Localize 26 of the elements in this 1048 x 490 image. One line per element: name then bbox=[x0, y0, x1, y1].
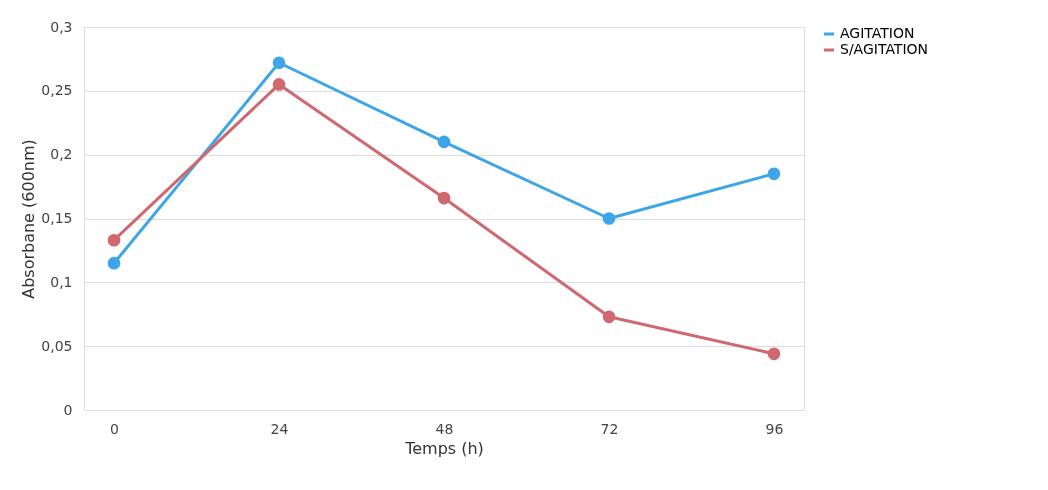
y-tick-label: 0 bbox=[63, 401, 73, 418]
legend-label: AGITATION bbox=[840, 25, 915, 41]
point bbox=[107, 233, 121, 247]
y-tick-label: 0,1 bbox=[50, 273, 73, 290]
x-tick-label: 0 bbox=[110, 420, 119, 437]
point bbox=[767, 347, 781, 361]
point bbox=[767, 167, 781, 181]
point bbox=[602, 212, 616, 225]
y-axis-title: Absorbane (600nm) bbox=[19, 139, 39, 299]
x-tick-label: 96 bbox=[765, 420, 784, 437]
x-tick-label: 72 bbox=[600, 420, 619, 437]
y-tick-label: 0,25 bbox=[41, 82, 73, 99]
point bbox=[272, 56, 286, 70]
x-tick-label: 48 bbox=[435, 420, 454, 437]
point bbox=[437, 191, 451, 205]
x-axis-title: Temps (h) bbox=[404, 438, 484, 458]
y-tick-label: 0,2 bbox=[50, 146, 73, 163]
legend-label: S/AGITATION bbox=[840, 41, 929, 57]
point bbox=[437, 135, 451, 149]
point bbox=[107, 256, 121, 270]
point bbox=[602, 310, 616, 324]
y-tick-label: 0,05 bbox=[41, 337, 73, 354]
y-tick-label: 0,3 bbox=[50, 18, 73, 35]
point bbox=[272, 78, 286, 91]
y-tick-label: 0,15 bbox=[41, 210, 73, 226]
x-tick-label: 24 bbox=[270, 420, 289, 437]
